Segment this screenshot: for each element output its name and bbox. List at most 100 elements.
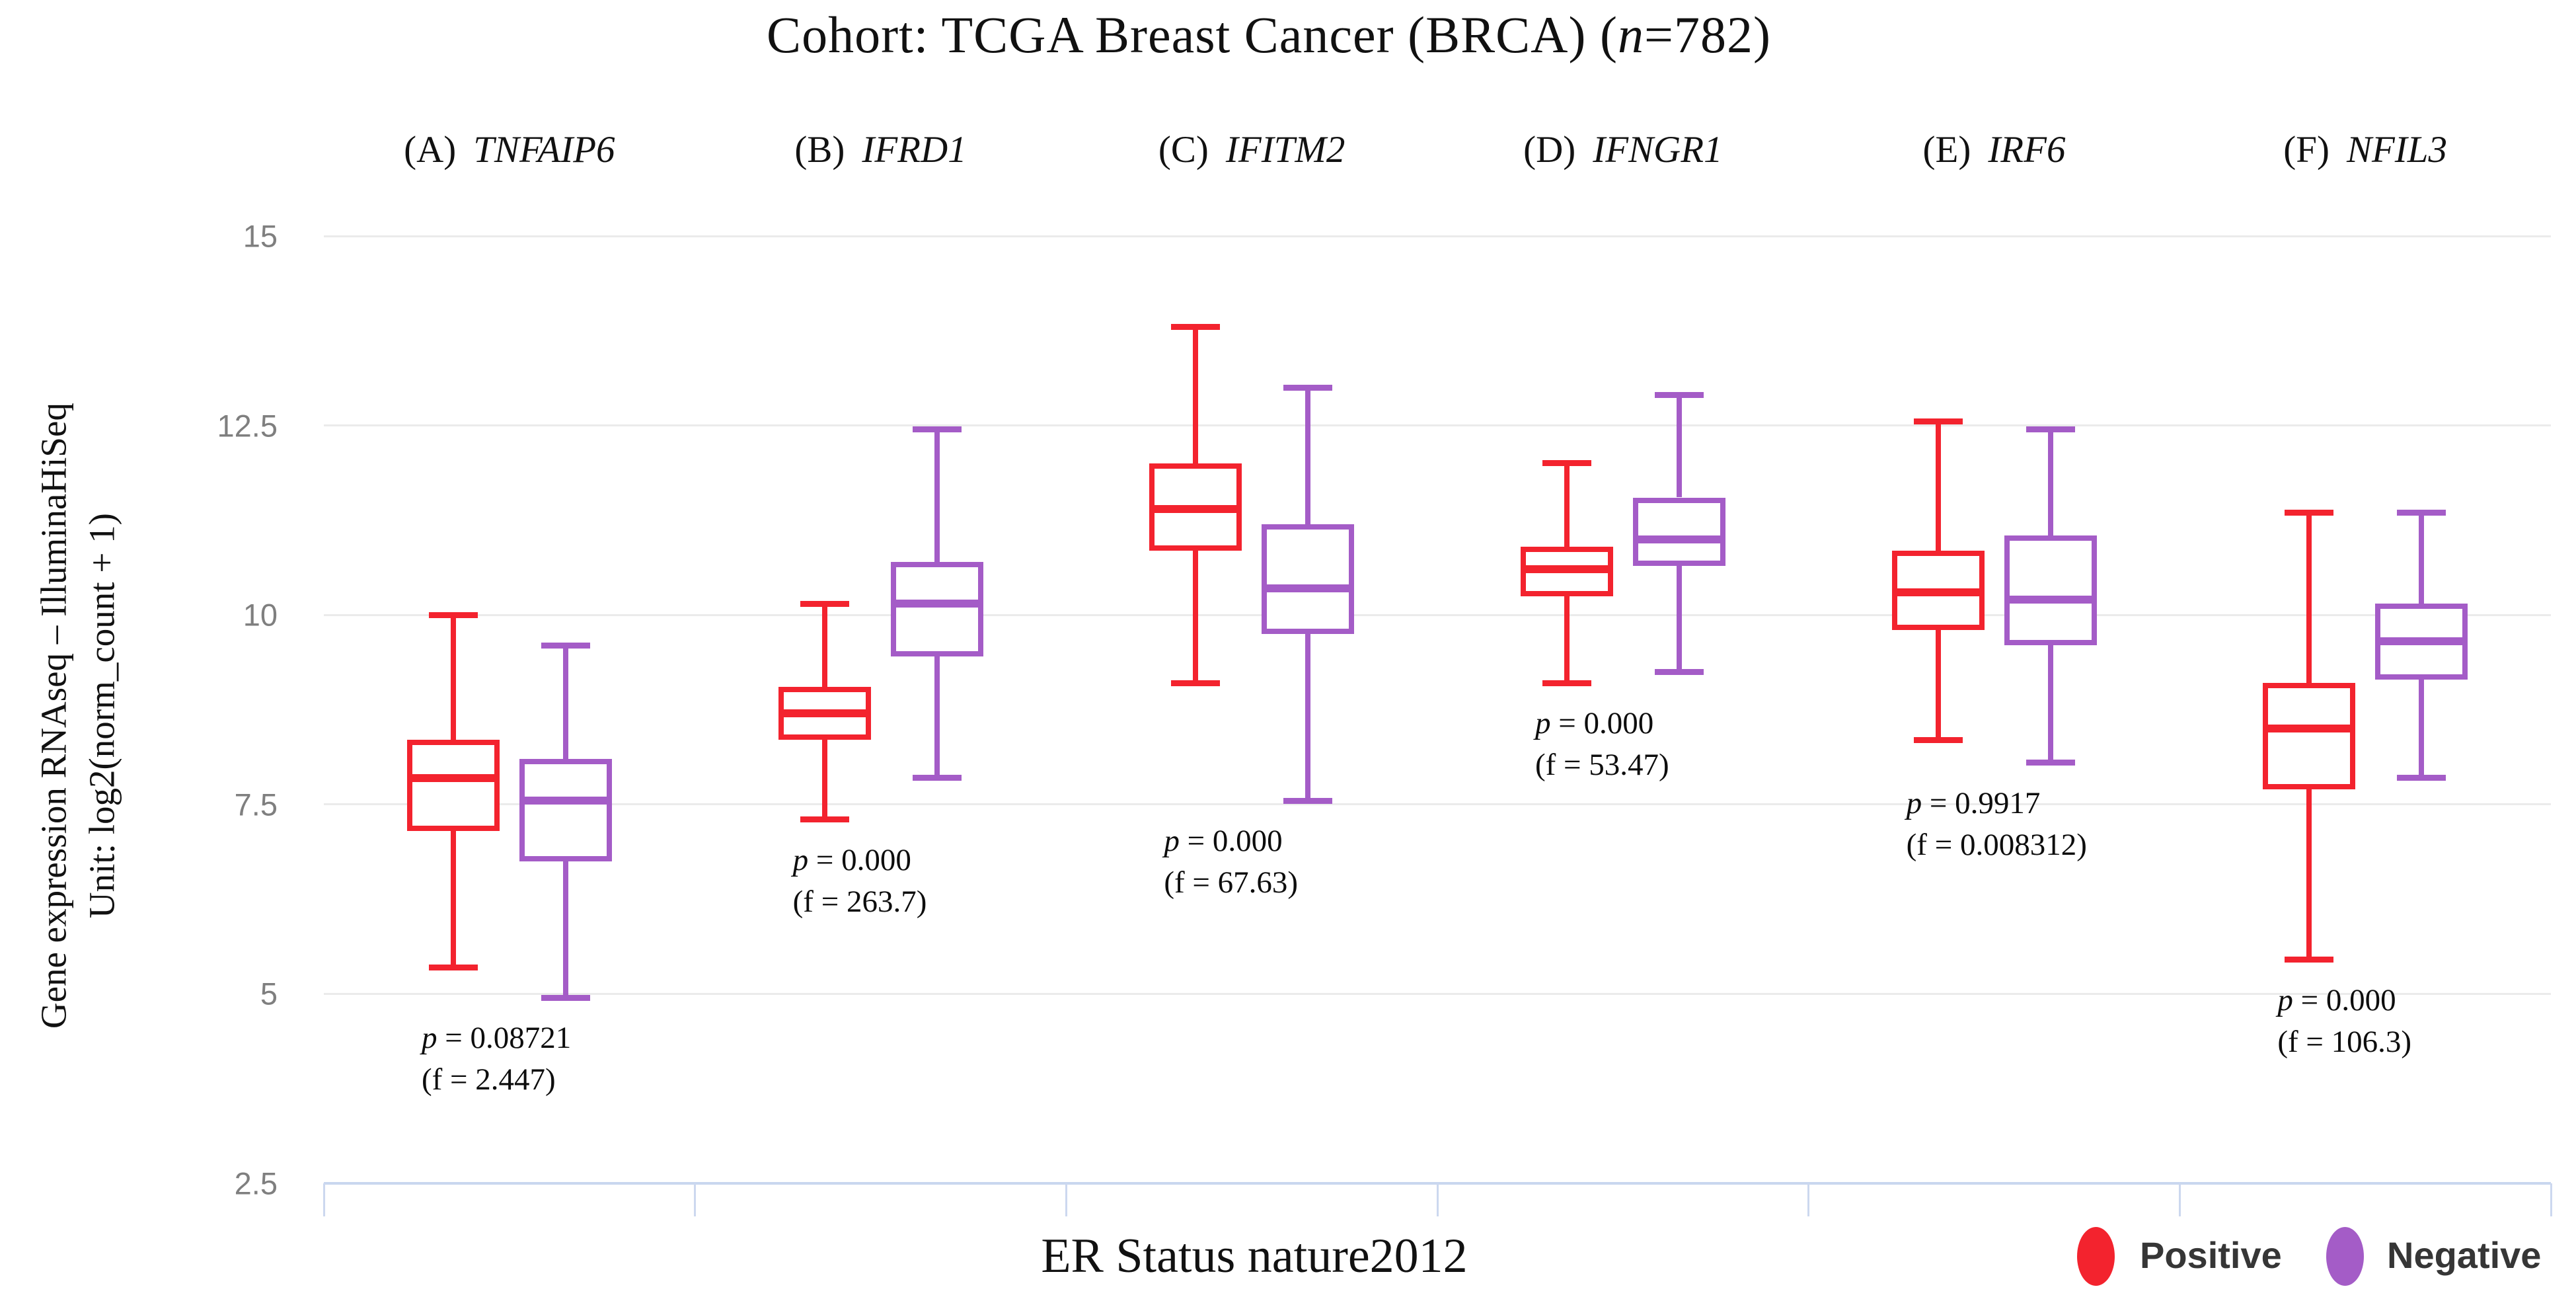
gridline (324, 803, 2551, 806)
gridline (324, 613, 2551, 616)
panel-label: (D) IFNGR1 (1418, 128, 1828, 171)
y-tick-label: 10 (243, 597, 278, 633)
legend-positive-dot (2077, 1227, 2115, 1286)
negative-box (519, 759, 612, 861)
negative-lower-whisker (1305, 633, 1311, 801)
plot-area: 15 12.5 10 7.5 5 2.5 (A) TNFAIP6 p = 0.08721 (f =… (217, 129, 2552, 1216)
panel-letter: (D) (1523, 129, 1576, 171)
p-value-text: p = 0.000 (1535, 706, 1654, 741)
panel-letter: (E) (1922, 129, 1971, 171)
panel-gene-name: TNFAIP6 (473, 129, 615, 171)
stat-annotation: p = 0.08721 (f = 2.447) (422, 1017, 571, 1101)
positive-whisker-cap-top (1913, 418, 1963, 425)
chart-title: Cohort: TCGA Breast Cancer (BRCA) (n=782… (661, 5, 1877, 65)
negative-whisker-cap-bottom (1654, 668, 1704, 675)
f-value-text: (f = 263.7) (792, 884, 927, 919)
panel-gene-name: NFIL3 (2346, 129, 2447, 171)
negative-median-line (1638, 535, 1720, 543)
p-value-text: p = 0.08721 (422, 1021, 572, 1056)
legend-negative-label: Negative (2387, 1234, 2542, 1276)
positive-median-line (1525, 565, 1608, 574)
gridline (324, 235, 2551, 237)
y-tick-label: 12.5 (217, 408, 278, 444)
positive-whisker-cap-bottom (1913, 736, 1963, 743)
positive-whisker-cap-top (428, 612, 478, 618)
panel-label: (A) TNFAIP6 (305, 128, 714, 171)
y-axis-label-line2: Unit: log2(norm_count + 1) (81, 513, 122, 919)
positive-median-line (2268, 725, 2351, 733)
f-value-text: (f = 53.47) (1535, 748, 1669, 783)
positive-whisker-cap-bottom (1171, 680, 1221, 686)
negative-whisker-cap-bottom (912, 775, 962, 781)
positive-median-line (1155, 504, 1237, 513)
positive-median-line (412, 773, 494, 782)
p-value-text: p = 0.000 (792, 842, 911, 877)
x-axis-tick (322, 1183, 325, 1216)
f-value-text: (f = 67.63) (1164, 865, 1299, 900)
panel-gene-name: IFNGR1 (1593, 129, 1723, 171)
x-axis-tick (1436, 1183, 1439, 1216)
positive-upper-whisker (450, 615, 456, 740)
positive-lower-whisker (1193, 550, 1199, 684)
positive-upper-whisker (821, 604, 827, 688)
negative-whisker-cap-bottom (2397, 775, 2446, 781)
negative-whisker-cap-top (541, 642, 590, 649)
negative-lower-whisker (934, 656, 940, 778)
positive-whisker-cap-bottom (800, 816, 849, 823)
y-tick-label: 5 (260, 976, 278, 1011)
positive-whisker-cap-top (800, 600, 849, 607)
legend-positive-label: Positive (2140, 1234, 2282, 1276)
negative-box (1262, 524, 1355, 634)
positive-box (406, 740, 500, 831)
f-value-text: (f = 106.3) (2277, 1024, 2412, 1059)
legend-negative-dot (2326, 1227, 2364, 1286)
chart-title-prefix: Cohort: TCGA Breast Cancer (BRCA) ( (767, 6, 1618, 63)
panel-label: (B) IFRD1 (676, 128, 1086, 171)
positive-whisker-cap-top (1171, 324, 1221, 331)
negative-upper-whisker (2419, 512, 2425, 604)
y-tick-label: 2.5 (234, 1165, 278, 1201)
negative-lower-whisker (1676, 565, 1682, 672)
positive-upper-whisker (1564, 463, 1570, 547)
negative-whisker-cap-top (2026, 426, 2075, 432)
negative-whisker-cap-top (912, 426, 962, 432)
y-axis-label: Gene expression RNAseq – IlluminaHiSeq U… (30, 121, 126, 1303)
negative-median-line (524, 797, 607, 805)
positive-whisker-cap-top (1542, 460, 1591, 467)
x-axis-tick (1807, 1183, 1810, 1216)
negative-box (2004, 535, 2097, 646)
stat-annotation: p = 0.000 (f = 67.63) (1164, 820, 1298, 904)
panel-letter: (A) (404, 129, 457, 171)
x-axis-label: ER Status nature2012 (1041, 1229, 1468, 1283)
negative-lower-whisker (2047, 645, 2053, 763)
positive-lower-whisker (1935, 630, 1941, 740)
positive-median-line (1897, 588, 1979, 596)
stat-annotation: p = 0.000 (f = 106.3) (2277, 980, 2411, 1063)
positive-median-line (783, 709, 866, 718)
y-axis-label-line1: Gene expression RNAseq – IlluminaHiSeq (33, 403, 74, 1029)
negative-whisker-cap-top (2397, 509, 2446, 516)
negative-median-line (1267, 584, 1349, 593)
panel-gene-name: IFRD1 (862, 129, 967, 171)
gridline (324, 992, 2551, 995)
negative-whisker-cap-bottom (1283, 797, 1333, 804)
chart-title-suffix: =782) (1644, 6, 1771, 63)
stat-annotation: p = 0.9917 (f = 0.008312) (1907, 783, 2087, 866)
negative-median-line (895, 600, 978, 608)
negative-median-line (2009, 596, 2092, 604)
y-tick-label: 7.5 (234, 787, 278, 822)
negative-lower-whisker (562, 861, 568, 998)
negative-whisker-cap-bottom (2026, 760, 2075, 766)
negative-whisker-cap-top (1283, 384, 1333, 391)
positive-upper-whisker (1935, 421, 1941, 551)
positive-whisker-cap-bottom (2285, 957, 2334, 963)
positive-lower-whisker (821, 740, 827, 820)
stat-annotation: p = 0.000 (f = 53.47) (1535, 703, 1669, 786)
panel-letter: (C) (1158, 129, 1209, 171)
positive-upper-whisker (2306, 512, 2312, 684)
panel-label: (F) NFIL3 (2160, 128, 2570, 171)
f-value-text: (f = 2.447) (422, 1062, 556, 1097)
negative-lower-whisker (2419, 679, 2425, 778)
gridline (324, 424, 2551, 427)
